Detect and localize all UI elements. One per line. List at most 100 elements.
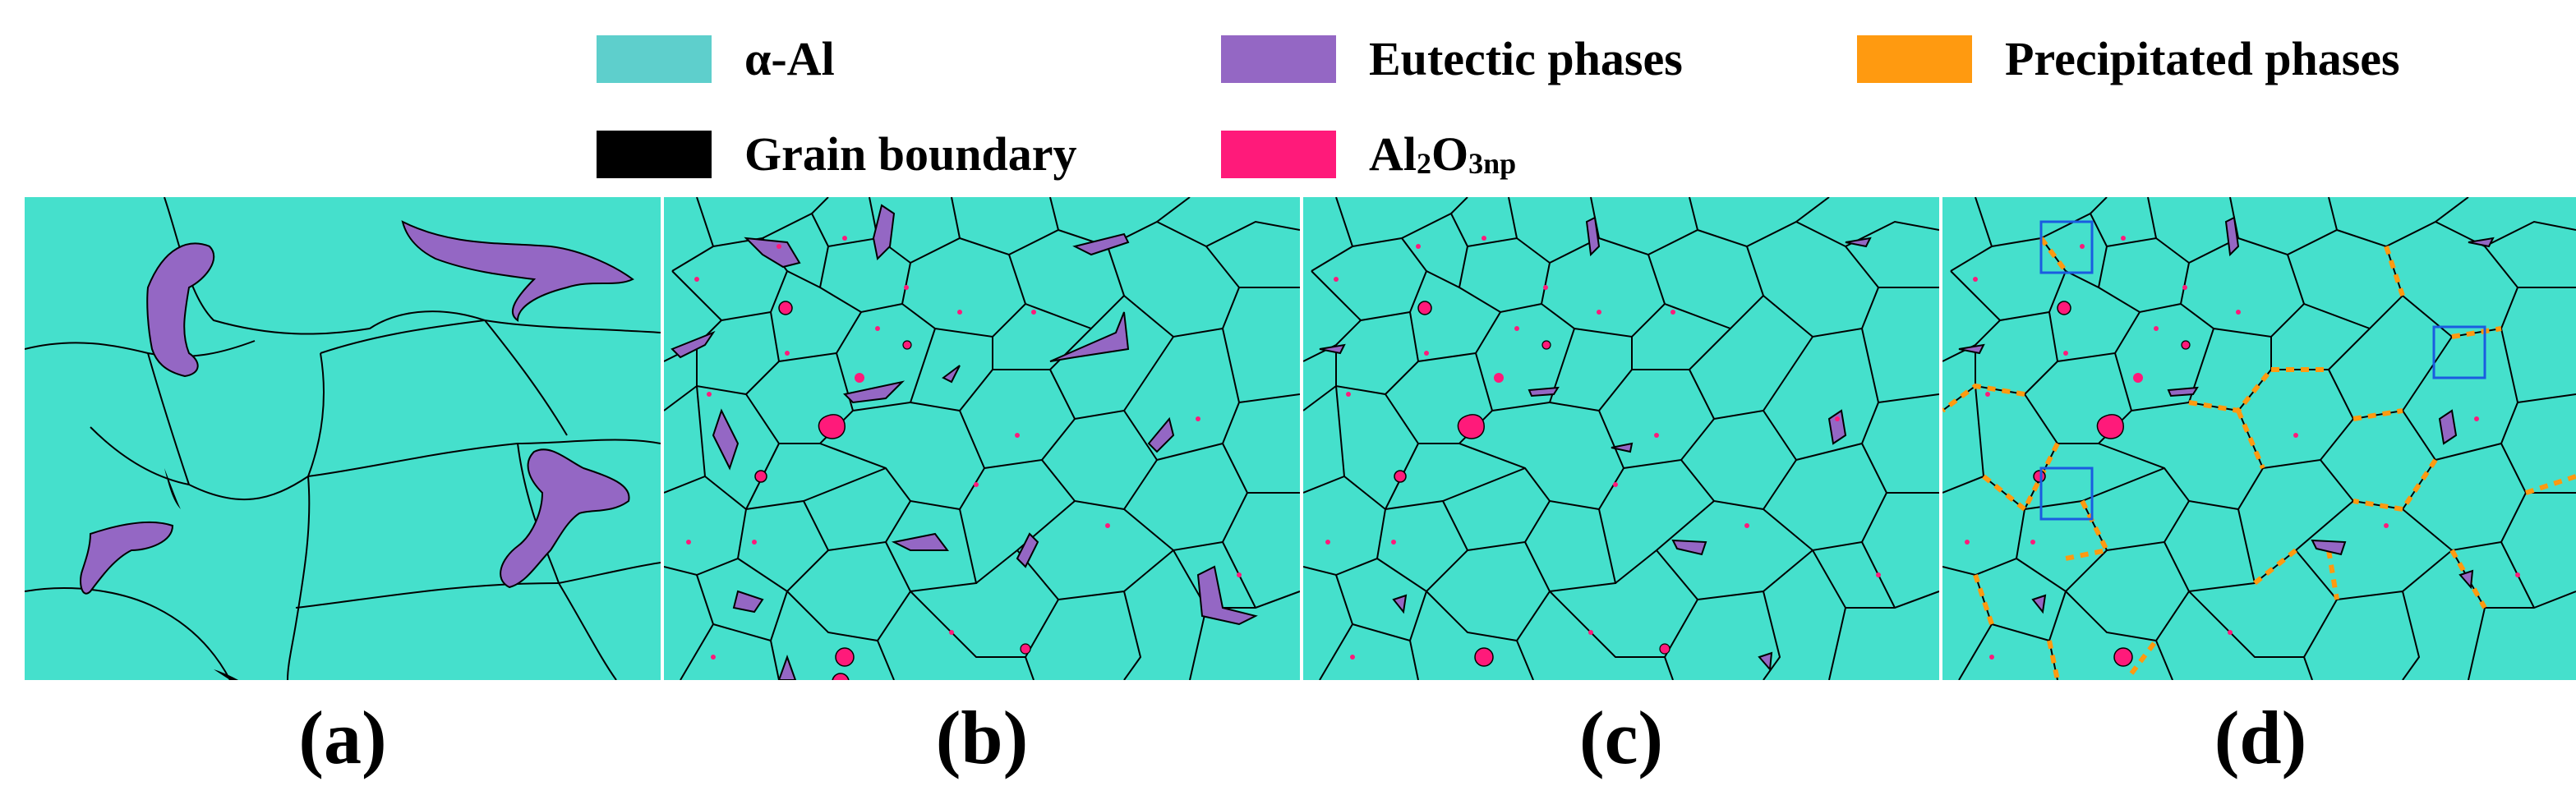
al2o3-particle xyxy=(957,310,962,315)
al2o3-particle xyxy=(842,236,847,241)
al2o3-particle xyxy=(1597,310,1601,315)
legend-alpha-al: α-Al xyxy=(597,31,835,86)
precipitate-segment xyxy=(1942,383,2025,413)
eutectic-particle xyxy=(712,408,740,471)
legend-eutectic: Eutectic phases xyxy=(1221,31,1683,86)
panel-label-b: (b) xyxy=(935,696,1029,779)
eutectic-phases xyxy=(1319,216,1872,672)
al2o3-particle xyxy=(2154,326,2159,331)
boundary-thickening xyxy=(164,468,238,680)
panel-label-a: (a) xyxy=(298,696,387,779)
eutectic-particle xyxy=(942,365,961,384)
panel-d xyxy=(1942,197,2576,680)
eutectic-label: Eutectic phases xyxy=(1369,32,1683,85)
panel-b xyxy=(664,197,1300,680)
al2o3-particle xyxy=(707,392,712,397)
al2o3-particle xyxy=(2030,540,2035,545)
al2o3-particle xyxy=(711,655,716,660)
al2o3-particle xyxy=(1985,392,1990,397)
al2o3-particle xyxy=(1325,540,1330,545)
al2o3-particle xyxy=(1020,643,1031,655)
al2o3-particle xyxy=(2182,285,2187,290)
precipitate-segment xyxy=(2236,409,2265,470)
al2o3-particle xyxy=(1346,392,1351,397)
al2o3-particle xyxy=(1514,326,1519,331)
eutectic-particle xyxy=(2167,386,2199,398)
al2o3-particle xyxy=(2133,373,2143,383)
al2o3-particle xyxy=(1237,572,1242,577)
al2o3-large-particle xyxy=(818,414,846,439)
al2o3-particle xyxy=(2063,351,2068,356)
precipitate-segment xyxy=(2400,458,2438,511)
eutectic-particle xyxy=(401,220,634,322)
al2o3-particle xyxy=(1588,630,1593,635)
al2o3-particle xyxy=(1334,277,1339,282)
eutectic-particle xyxy=(1528,386,1560,398)
highlight-box xyxy=(2039,220,2094,274)
al2o3-particles xyxy=(1325,236,1881,667)
eutectic-particle xyxy=(80,521,174,595)
al2o3-particle xyxy=(904,285,909,290)
eutectic-particle xyxy=(1827,409,1847,445)
panel-label-d: (d) xyxy=(2214,696,2307,779)
matrix-background xyxy=(1942,197,2576,680)
eutectic-particle xyxy=(1196,565,1258,626)
al2o3-particle xyxy=(2113,647,2133,667)
al2o3-particle xyxy=(2236,310,2241,315)
al2o3-particle xyxy=(752,540,757,545)
legend-precipitated: Precipitated phases xyxy=(1857,31,2400,86)
al2o3-particle xyxy=(1416,244,1421,249)
eutectic-particle xyxy=(732,590,764,614)
al2o3-particle xyxy=(1105,523,1110,528)
al2o3-particle xyxy=(1482,236,1486,241)
legend-grain-boundary: Grain boundary xyxy=(597,126,1077,182)
panel-c xyxy=(1303,197,1939,680)
al2o3-particle xyxy=(1744,523,1749,528)
al2o3-particle xyxy=(2033,470,2046,483)
eutectic-particle xyxy=(891,532,949,551)
al2o3-particle xyxy=(2181,340,2191,350)
al2o3-large-particle xyxy=(1457,414,1485,439)
highlight-box xyxy=(2039,467,2094,521)
al2o3-particle xyxy=(1474,647,1494,667)
panel-a-diagram xyxy=(25,197,661,680)
eutectic-particle xyxy=(1958,343,1985,355)
eutectic-particle xyxy=(1585,216,1601,257)
al2o3-particle xyxy=(776,244,781,249)
eutectic-phases xyxy=(1958,216,2495,614)
eutectic-particle xyxy=(872,204,896,261)
matrix-background xyxy=(1303,197,1939,680)
panel-label-c: (c) xyxy=(1578,696,1664,779)
al2o3-particle xyxy=(1394,470,1407,483)
al2o3-particle xyxy=(2228,630,2233,635)
eutectic-particle xyxy=(1758,651,1773,672)
al2o3-particle xyxy=(1494,373,1504,383)
al2o3-particle xyxy=(1659,643,1670,655)
grain-boundaries xyxy=(1303,197,1939,680)
eutectic-particle xyxy=(1016,532,1039,568)
eutectic-particle xyxy=(670,330,716,359)
al2o3-particle xyxy=(832,673,850,680)
eutectic-particle xyxy=(1671,539,1707,556)
eutectic-particle xyxy=(1392,594,1408,614)
al2o3-particle xyxy=(1424,351,1429,356)
alpha-al-swatch xyxy=(597,34,712,83)
eutectic-particle xyxy=(842,380,906,404)
alpha-al-label: α-Al xyxy=(744,32,835,85)
al2o3-particles xyxy=(1965,236,2520,667)
al2o3-particle xyxy=(1391,540,1396,545)
precipitate-segment xyxy=(2047,640,2060,680)
eutectic-particle xyxy=(500,448,630,589)
al2o3-particle xyxy=(949,630,954,635)
al2o3-particle xyxy=(1015,433,1020,438)
legend-al2o3: Al2O3np xyxy=(1221,126,1516,182)
panel-b-diagram xyxy=(664,197,1300,680)
al2o3-particle xyxy=(1350,655,1355,660)
eutectic-particle xyxy=(1147,416,1175,453)
eutectic-particle xyxy=(1049,311,1130,362)
al2o3-particle xyxy=(754,470,767,483)
eutectic-particle xyxy=(1845,237,1872,248)
al2o3-particle xyxy=(1670,310,1675,315)
eutectic-swatch xyxy=(1221,34,1336,83)
precipitate-segment xyxy=(2039,237,2068,273)
